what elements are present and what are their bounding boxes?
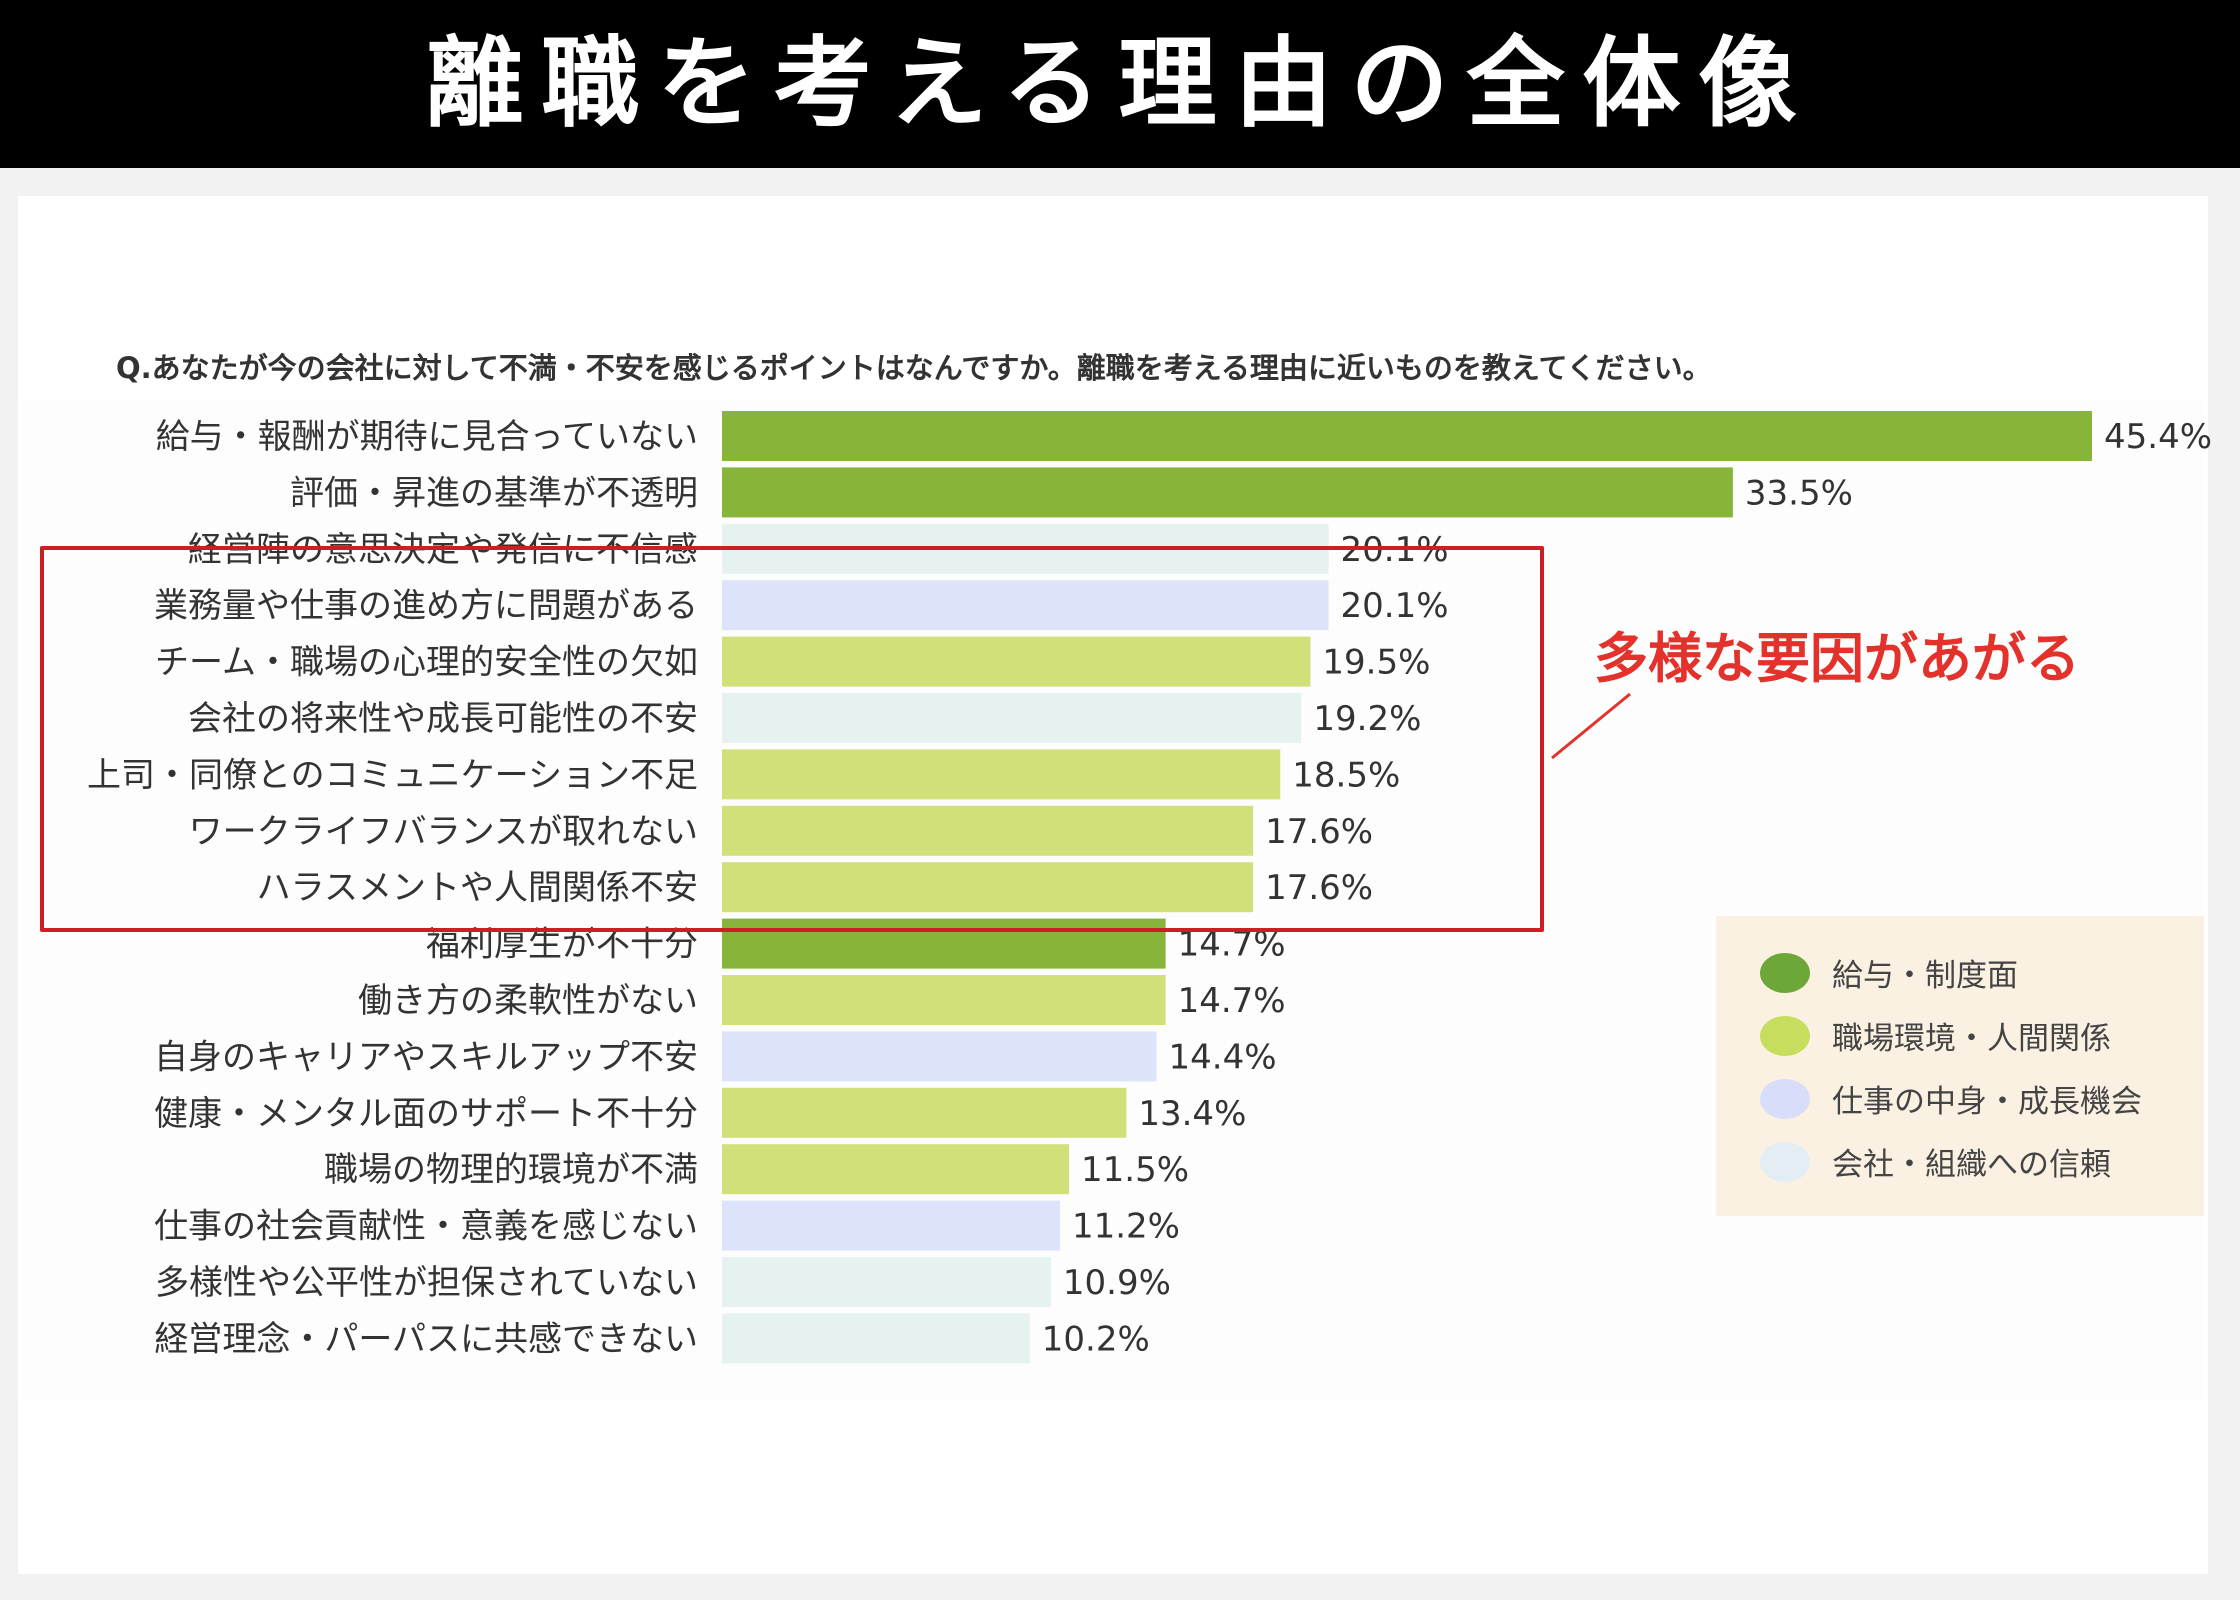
page-title: 離職を考える理由の全体像 — [425, 27, 1815, 141]
bar — [722, 1031, 1157, 1082]
value-label: 33.5% — [1745, 473, 1853, 513]
category-label: 業務量や仕事の進め方に問題がある — [154, 586, 698, 626]
callout-line — [1551, 692, 1631, 760]
value-label: 11.2% — [1072, 1207, 1180, 1247]
category-label: 多様性や公平性が担保されていない — [155, 1263, 698, 1303]
bar — [722, 1087, 1127, 1138]
highlight-box — [40, 546, 1544, 932]
category-label: 健康・メンタル面のサポート不十分 — [154, 1094, 698, 1134]
bar — [722, 805, 1254, 856]
category-label: 働き方の柔軟性がない — [358, 981, 698, 1021]
bar — [722, 636, 1311, 687]
legend-item: 会社・組織への信頼 — [1760, 1139, 2111, 1184]
legend-label: 職場環境・人間関係 — [1832, 1021, 2111, 1057]
bar — [722, 411, 2092, 461]
category-label: 経営理念・パーパスに共感できない — [154, 1319, 698, 1359]
category-label: 会社の将来性や成長可能性の不安 — [188, 699, 698, 739]
category-label: 職場の物理的環境が不満 — [324, 1150, 698, 1190]
value-label: 14.7% — [1178, 981, 1286, 1021]
legend-label: 会社・組織への信頼 — [1832, 1147, 2111, 1183]
category-label: ワークライフバランスが取れない — [189, 812, 698, 852]
value-label: 14.4% — [1169, 1037, 1277, 1077]
category-label: 自身のキャリアやスキルアップ不安 — [154, 1037, 698, 1077]
bar — [722, 749, 1281, 800]
value-label: 13.4% — [1138, 1094, 1246, 1134]
bar — [722, 467, 1733, 518]
legend-label: 給与・制度面 — [1832, 958, 2018, 994]
value-label: 18.5% — [1292, 755, 1400, 795]
value-label: 19.5% — [1322, 643, 1430, 683]
bar — [722, 918, 1166, 969]
category-label: 給与・報酬が期待に見合っていない — [156, 417, 698, 457]
value-label: 19.2% — [1313, 699, 1421, 739]
value-label: 17.6% — [1265, 812, 1373, 852]
value-label: 10.2% — [1042, 1319, 1150, 1359]
category-label: チーム・職場の心理的安全性の欠如 — [155, 643, 698, 683]
value-label: 11.5% — [1081, 1150, 1189, 1190]
legend-label: 仕事の中身・成長機会 — [1832, 1084, 2142, 1120]
bar — [722, 693, 1302, 743]
category-label: 上司・同僚とのコミュニケーション不足 — [87, 755, 698, 795]
value-label: 17.6% — [1265, 868, 1373, 908]
value-label: 10.9% — [1063, 1263, 1171, 1303]
legend-item: 職場環境・人間関係 — [1760, 1013, 2111, 1058]
bar — [722, 975, 1166, 1025]
legend-swatch — [1760, 1015, 1810, 1056]
category-label: ハラスメントや人間関係不安 — [257, 868, 698, 908]
bar — [722, 862, 1254, 913]
legend-item: 給与・制度面 — [1760, 950, 2018, 995]
legend-swatch — [1760, 1141, 1810, 1182]
bar — [722, 1257, 1051, 1307]
bar — [722, 580, 1329, 631]
legend: 給与・制度面 職場環境・人間関係 仕事の中身・成長機会 会社・組織への信頼 — [1716, 916, 2204, 1216]
bar — [722, 1144, 1070, 1195]
legend-swatch — [1760, 1078, 1810, 1119]
bar — [722, 1313, 1030, 1364]
category-label: 評価・昇進の基準が不透明 — [290, 473, 698, 513]
legend-item: 仕事の中身・成長機会 — [1760, 1076, 2142, 1121]
title-banner: 離職を考える理由の全体像 — [0, 0, 2240, 168]
value-label: 20.1% — [1341, 586, 1449, 626]
bar — [722, 1200, 1060, 1251]
survey-question: Q.あなたが今の会社に対して不満・不安を感じるポイントはなんですか。離職を考える… — [116, 351, 1712, 385]
value-label: 45.4% — [2104, 417, 2212, 457]
legend-swatch — [1760, 952, 1810, 993]
callout-text: 多様な要因があがる — [1594, 627, 2080, 690]
category-label: 仕事の社会貢献性・意義を感じない — [154, 1207, 698, 1247]
